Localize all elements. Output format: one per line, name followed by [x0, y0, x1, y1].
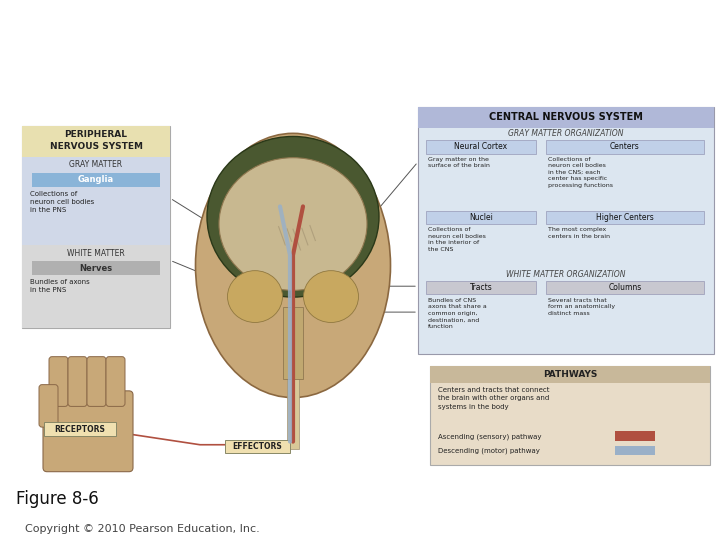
Text: The Anatomical Organization of the: The Anatomical Organization of the [55, 18, 665, 48]
Ellipse shape [219, 158, 367, 291]
Text: Several tracts that
form an anatomically
distinct mass: Several tracts that form an anatomically… [548, 298, 615, 316]
Text: Descending (motor) pathway: Descending (motor) pathway [438, 448, 540, 454]
Ellipse shape [196, 133, 390, 397]
Text: CENTRAL NERVOUS SYSTEM: CENTRAL NERVOUS SYSTEM [489, 112, 643, 122]
Text: Centers: Centers [610, 143, 640, 151]
FancyBboxPatch shape [68, 356, 87, 407]
FancyBboxPatch shape [546, 140, 704, 153]
Text: Nerves: Nerves [79, 264, 112, 273]
FancyBboxPatch shape [418, 107, 714, 127]
FancyBboxPatch shape [418, 107, 714, 354]
FancyBboxPatch shape [615, 431, 655, 441]
FancyBboxPatch shape [546, 281, 704, 294]
Text: Collections of
neuron cell bodies
in the PNS: Collections of neuron cell bodies in the… [30, 191, 94, 213]
FancyBboxPatch shape [283, 307, 303, 380]
Text: NERVOUS SYSTEM: NERVOUS SYSTEM [50, 142, 143, 151]
Text: GRAY MATTER: GRAY MATTER [69, 160, 122, 170]
FancyBboxPatch shape [22, 126, 170, 157]
FancyBboxPatch shape [44, 422, 116, 436]
Text: Centers and tracts that connect
the brain with other organs and
systems in the b: Centers and tracts that connect the brai… [438, 387, 549, 410]
Text: Collections of
neuron cell bodies
in the CNS; each
center has specific
processin: Collections of neuron cell bodies in the… [548, 157, 613, 188]
Text: Columns: Columns [608, 284, 642, 292]
Text: Nervous System: Nervous System [220, 59, 500, 88]
Text: EFFECTORS: EFFECTORS [232, 442, 282, 451]
Text: Bundles of CNS
axons that share a
common origin,
destination, and
function: Bundles of CNS axons that share a common… [428, 298, 487, 329]
FancyBboxPatch shape [32, 173, 160, 187]
Text: WHITE MATTER: WHITE MATTER [67, 248, 125, 258]
Text: RECEPTORS: RECEPTORS [55, 424, 105, 434]
Text: PERIPHERAL: PERIPHERAL [65, 131, 127, 139]
FancyBboxPatch shape [39, 384, 58, 427]
Text: Ganglia: Ganglia [78, 176, 114, 185]
FancyBboxPatch shape [546, 211, 704, 224]
Text: GRAY MATTER ORGANIZATION: GRAY MATTER ORGANIZATION [508, 130, 624, 138]
FancyBboxPatch shape [426, 140, 536, 153]
Text: Nuclei: Nuclei [469, 213, 493, 222]
Text: WHITE MATTER ORGANIZATION: WHITE MATTER ORGANIZATION [506, 271, 626, 279]
FancyBboxPatch shape [22, 245, 170, 328]
FancyBboxPatch shape [43, 391, 133, 471]
Ellipse shape [304, 271, 359, 322]
FancyBboxPatch shape [430, 366, 710, 465]
Text: Neural Cortex: Neural Cortex [454, 143, 508, 151]
FancyBboxPatch shape [49, 356, 68, 407]
Text: Copyright © 2010 Pearson Education, Inc.: Copyright © 2010 Pearson Education, Inc. [25, 524, 260, 535]
FancyBboxPatch shape [22, 126, 170, 328]
Text: The most complex
centers in the brain: The most complex centers in the brain [548, 227, 610, 239]
Text: Figure 8-6: Figure 8-6 [16, 490, 99, 508]
Ellipse shape [207, 137, 379, 297]
FancyBboxPatch shape [87, 356, 106, 407]
FancyBboxPatch shape [426, 211, 536, 224]
FancyBboxPatch shape [426, 281, 536, 294]
FancyBboxPatch shape [615, 446, 655, 455]
Text: Collections of
neuron cell bodies
in the interior of
the CNS: Collections of neuron cell bodies in the… [428, 227, 486, 252]
FancyBboxPatch shape [106, 356, 125, 407]
FancyBboxPatch shape [430, 366, 710, 382]
Text: Gray matter on the
surface of the brain: Gray matter on the surface of the brain [428, 157, 490, 168]
Text: Tracts: Tracts [469, 284, 492, 292]
Ellipse shape [228, 271, 282, 322]
FancyBboxPatch shape [287, 374, 299, 449]
Text: Bundles of axons
in the PNS: Bundles of axons in the PNS [30, 279, 90, 293]
Text: PATHWAYS: PATHWAYS [543, 370, 597, 379]
Text: Ascending (sensory) pathway: Ascending (sensory) pathway [438, 433, 541, 440]
FancyBboxPatch shape [22, 157, 170, 245]
Text: Higher Centers: Higher Centers [596, 213, 654, 222]
FancyBboxPatch shape [32, 261, 160, 275]
FancyBboxPatch shape [225, 440, 290, 453]
